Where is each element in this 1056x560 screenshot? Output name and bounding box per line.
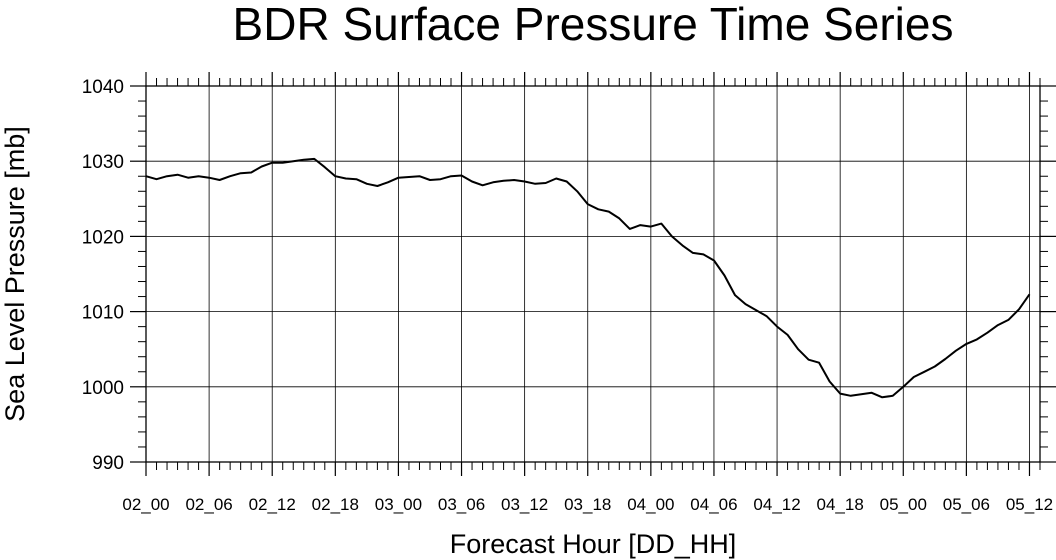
x-tick-label: 02_06: [185, 495, 232, 514]
x-tick-label: 04_06: [690, 495, 737, 514]
y-tick-label: 1030: [82, 152, 124, 173]
plot-frame: [145, 85, 1041, 463]
x-tick-labels: 02_00 02_06 02_12 02_18 03_00 03_06 03_12 03_18…: [122, 495, 1053, 514]
x-tick-label: 03_12: [501, 495, 548, 514]
x-tick-label: 02_00: [122, 495, 169, 514]
minor-ticks: [138, 78, 1048, 470]
y-tick-label: 1000: [82, 378, 124, 399]
chart-title: BDR Surface Pressure Time Series: [232, 0, 954, 50]
x-tick-label: 05_00: [880, 495, 927, 514]
x-tick-label: 04_18: [817, 495, 864, 514]
y-tick-label: 990: [92, 453, 124, 474]
x-tick-label: 04_00: [627, 495, 674, 514]
x-tick-label: 04_12: [753, 495, 800, 514]
x-axis-label: Forecast Hour [DD_HH]: [450, 529, 737, 559]
y-tick-label: 1040: [82, 77, 124, 98]
y-tick-label: 1020: [82, 227, 124, 248]
grid-lines: [145, 85, 1040, 463]
y-axis-label: Sea Level Pressure [mb]: [0, 126, 30, 422]
x-tick-label: 02_12: [249, 495, 296, 514]
x-tick-label: 03_00: [375, 495, 422, 514]
x-tick-label: 02_18: [312, 495, 359, 514]
x-tick-label: 03_18: [564, 495, 611, 514]
x-tick-label: 05_12: [1006, 495, 1053, 514]
x-tick-label: 05_06: [943, 495, 990, 514]
major-ticks: [130, 72, 1056, 476]
y-tick-labels: 990 1000 1010 1020 1030 1040: [82, 77, 124, 474]
x-tick-label: 03_06: [438, 495, 485, 514]
pressure-series-line: [145, 157, 1031, 399]
y-tick-label: 1010: [82, 303, 124, 324]
